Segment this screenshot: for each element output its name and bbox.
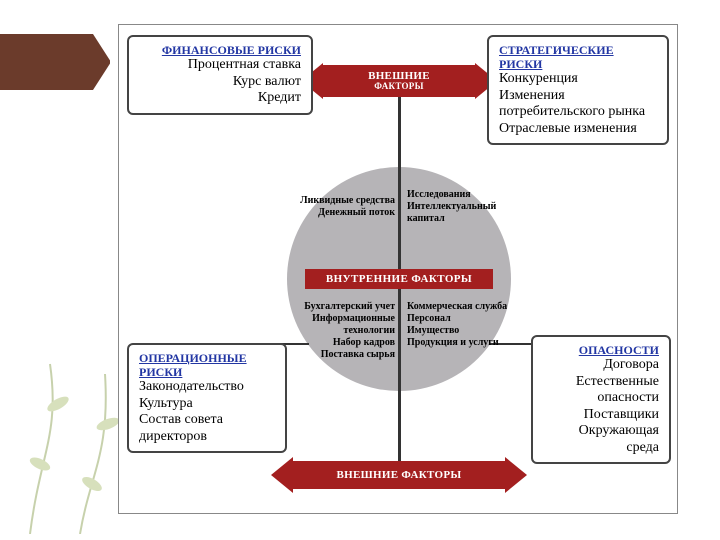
top-arrow-line2: ФАКТОРЫ: [374, 82, 424, 91]
circle-text-top-right: Исследования Интеллектуальный капитал: [407, 189, 527, 225]
box-dangers: ОПАСНОСТИ Договора Естественные опасност…: [531, 335, 671, 464]
circle-text-bottom-right: Коммерческая служба Персонал Имущество П…: [407, 301, 533, 349]
box-items: Договора Естественные опасности Поставщи…: [543, 357, 659, 456]
circle-text-top-left: Ликвидные средства Денежный поток: [281, 195, 395, 219]
box-items: Процентная ставка Курс валют Кредит: [139, 57, 301, 107]
box-financial-risks: ФИНАНСОВЫЕ РИСКИ Процентная ставка Курс …: [127, 35, 313, 115]
box-title: СТРАТЕГИЧЕСКИЕ РИСКИ: [499, 43, 657, 71]
bottom-arrow-text: ВНЕШНИЕ ФАКТОРЫ: [337, 469, 462, 481]
ribbon-decoration: [0, 34, 110, 90]
circle-text-bottom-left: Бухгалтерский учет Информационные технол…: [279, 301, 395, 361]
box-title: ФИНАНСОВЫЕ РИСКИ: [139, 43, 301, 57]
box-operational-risks: ОПЕРАЦИОННЫЕ РИСКИ Законодательство Куль…: [127, 343, 287, 453]
diagram-frame: ВНЕШНИЕ ФАКТОРЫ ВНЕШНИЕ ФАКТОРЫ ВНУТРЕНН…: [118, 24, 678, 514]
slide: ВНЕШНИЕ ФАКТОРЫ ВНЕШНИЕ ФАКТОРЫ ВНУТРЕНН…: [0, 0, 720, 540]
box-strategic-risks: СТРАТЕГИЧЕСКИЕ РИСКИ Конкуренция Изменен…: [487, 35, 669, 145]
box-title: ОПЕРАЦИОННЫЕ РИСКИ: [139, 351, 275, 379]
box-items: Законодательство Культура Состав совета …: [139, 379, 275, 445]
box-items: Конкуренция Изменения потребительского р…: [499, 71, 657, 137]
inner-factors-label: ВНУТРЕННИЕ ФАКТОРЫ: [305, 269, 493, 289]
box-title: ОПАСНОСТИ: [543, 343, 659, 357]
